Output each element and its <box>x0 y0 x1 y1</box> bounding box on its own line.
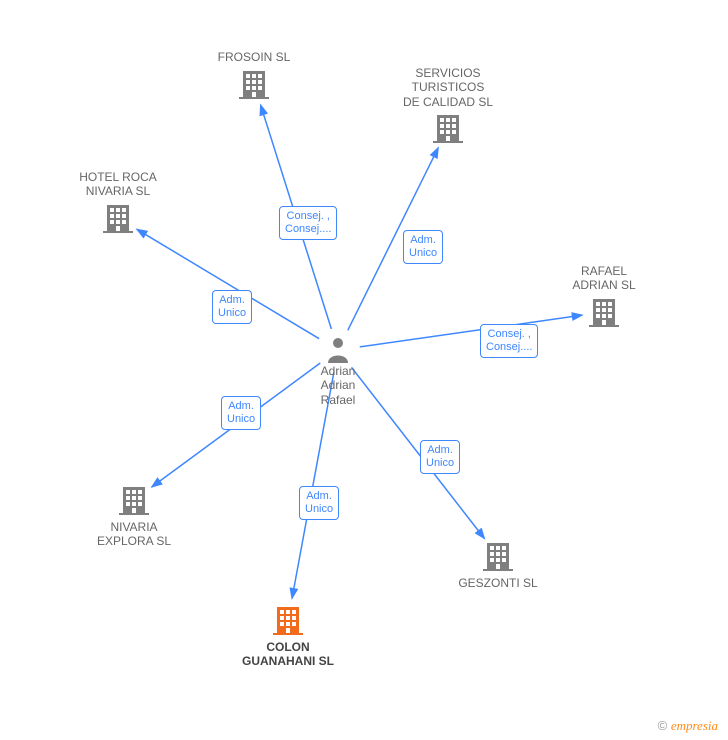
node-label: COLON GUANAHANI SL <box>228 640 348 669</box>
building-icon <box>483 541 513 571</box>
edge-label: Consej. , Consej.... <box>480 324 538 358</box>
building-icon <box>239 69 269 99</box>
node-label: HOTEL ROCA NIVARIA SL <box>58 170 178 199</box>
edge-label: Adm. Unico <box>403 230 443 264</box>
watermark: © empresia <box>658 718 718 734</box>
edge-label: Adm. Unico <box>212 290 252 324</box>
edge-label: Adm. Unico <box>420 440 460 474</box>
building-icon <box>589 297 619 327</box>
node-label: GESZONTI SL <box>438 576 558 590</box>
node-label: FROSOIN SL <box>194 50 314 64</box>
copyright-symbol: © <box>658 718 668 733</box>
building-icon <box>273 605 303 635</box>
building-icon <box>103 203 133 233</box>
building-icon <box>119 485 149 515</box>
edge-label: Consej. , Consej.... <box>279 206 337 240</box>
node-label: NIVARIA EXPLORA SL <box>74 520 194 549</box>
network-diagram: Adrian Adrian Rafael FROSOIN SL SERVICIO… <box>0 0 728 740</box>
node-label: SERVICIOS TURISTICOS DE CALIDAD SL <box>388 66 508 109</box>
edge-label: Adm. Unico <box>221 396 261 430</box>
person-icon <box>327 337 349 363</box>
node-label: RAFAEL ADRIAN SL <box>544 264 664 293</box>
building-icon <box>433 113 463 143</box>
center-node-label: Adrian Adrian Rafael <box>298 364 378 407</box>
edge-label: Adm. Unico <box>299 486 339 520</box>
brand-name: empresia <box>671 718 718 733</box>
